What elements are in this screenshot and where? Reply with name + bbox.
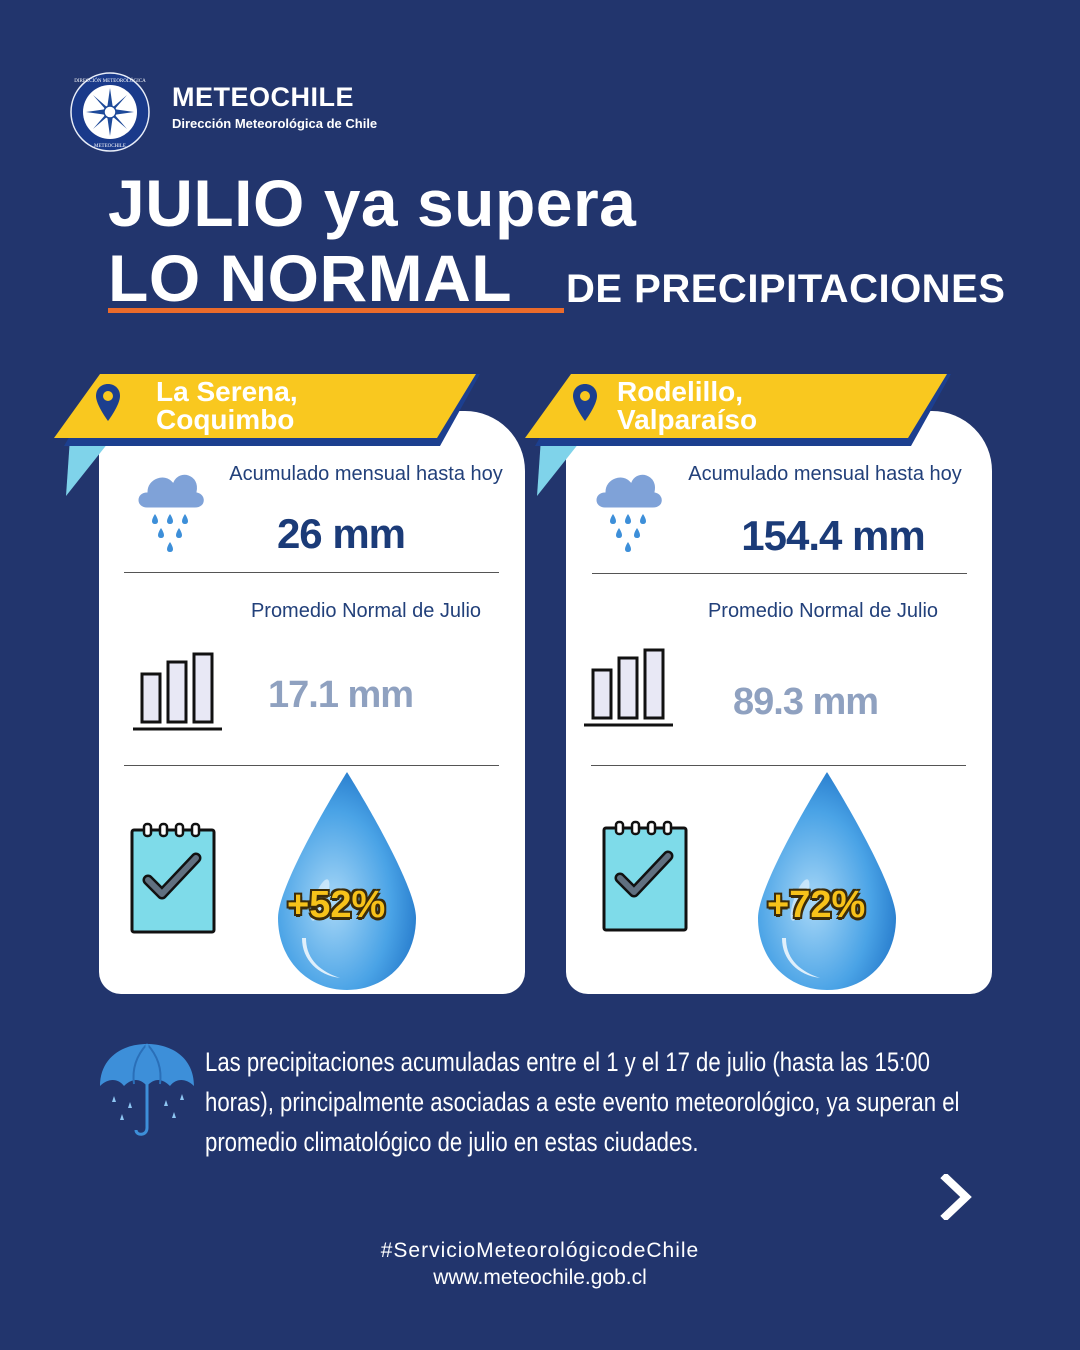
accumulated-value: 26 mm <box>276 510 406 557</box>
water-drop-icon <box>758 772 896 990</box>
accumulated-label: Acumulado mensual hasta hoy <box>229 463 503 485</box>
accumulated-label: Acumulado mensual hasta hoy <box>688 463 962 485</box>
location-name-line1: Rodelillo, <box>617 376 743 407</box>
logo-icon: DIRECCIÓN METEOROLÓGICA METEOCHILE <box>70 72 150 152</box>
percent-above-normal: +52% <box>287 884 386 926</box>
location-name-line2: Valparaíso <box>617 404 758 435</box>
rain-cloud-icon <box>137 473 205 552</box>
normal-average-value: 89.3 mm <box>733 681 879 723</box>
normal-average-value: 17.1 mm <box>268 674 414 716</box>
location-name-line1: La Serena, <box>156 376 298 407</box>
page-title-line2: LO NORMAL <box>108 241 513 315</box>
brand-subtitle: Dirección Meteorológica de Chile <box>172 116 378 131</box>
accumulated-value: 154.4 mm <box>741 512 925 559</box>
divider <box>124 572 499 573</box>
normal-average-label: Promedio Normal de Julio <box>707 600 939 622</box>
location-pin-icon <box>573 384 597 421</box>
location-banner <box>525 374 951 496</box>
location-banner <box>54 374 480 496</box>
divider <box>124 765 499 766</box>
divider <box>592 573 967 574</box>
location-name-line2: Coquimbo <box>156 404 295 435</box>
location-pin-icon <box>96 384 120 421</box>
svg-text:DIRECCIÓN METEOROLÓGICA: DIRECCIÓN METEOROLÓGICA <box>74 78 146 84</box>
page-title-line3: DE PRECIPITACIONES <box>566 267 1006 311</box>
checklist-icon <box>130 822 216 934</box>
page-title-line1: JULIO ya supera <box>108 166 637 240</box>
chevron-right-icon[interactable] <box>938 1174 974 1220</box>
description-text: Las precipitaciones acumuladas entre el … <box>205 1047 960 1157</box>
checklist-icon <box>602 820 688 932</box>
svg-text:METEOCHILE: METEOCHILE <box>94 144 126 149</box>
percent-above-normal: +72% <box>767 884 866 926</box>
divider <box>591 765 966 766</box>
rain-cloud-icon <box>595 473 663 552</box>
bar-chart-icon <box>133 652 222 731</box>
title-underline <box>108 308 564 313</box>
bar-chart-icon <box>584 648 673 727</box>
normal-average-label: Promedio Normal de Julio <box>250 600 482 622</box>
water-drop-icon <box>278 772 416 990</box>
website-link[interactable]: www.meteochile.gob.cl <box>433 1266 647 1289</box>
brand-name: METEOCHILE <box>172 82 355 112</box>
umbrella-icon <box>100 1043 194 1136</box>
hashtag: #ServicioMeteorológicodeChile <box>380 1239 700 1262</box>
